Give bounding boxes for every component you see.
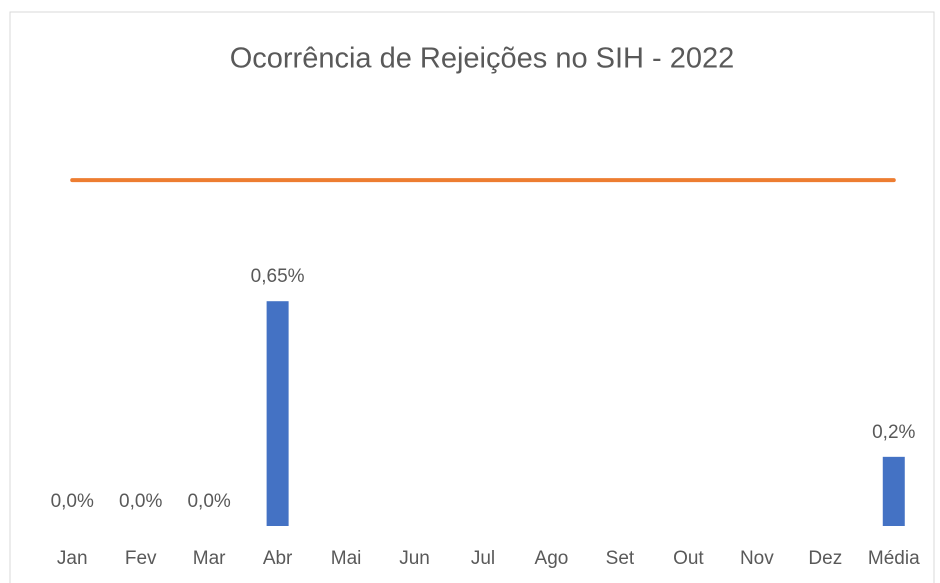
x-tick-label: Mar [193,548,226,569]
x-tick-label: Jan [57,548,88,569]
bar [266,301,289,526]
x-tick-label: Ago [535,548,569,569]
x-tick-label: Out [673,548,704,569]
data-label: 0,65% [251,266,305,287]
x-tick-label: Dez [808,548,842,569]
bar [882,456,905,526]
x-tick-label: Média [868,548,920,569]
chart-title: Ocorrência de Rejeições no SIH - 2022 [230,43,735,75]
chart-frame [9,11,935,583]
data-label: 0,0% [119,491,162,512]
x-tick-label: Fev [125,548,157,569]
x-tick-label: Jun [399,548,430,569]
x-tick-label: Set [606,548,635,569]
x-tick-label: Abr [263,548,293,569]
x-tick-label: Nov [740,548,774,569]
data-label: 0,0% [187,491,230,512]
data-label: 0,2% [872,422,915,443]
data-label: 0,0% [51,491,94,512]
x-tick-label: Mai [331,548,362,569]
x-tick-label: Jul [471,548,495,569]
